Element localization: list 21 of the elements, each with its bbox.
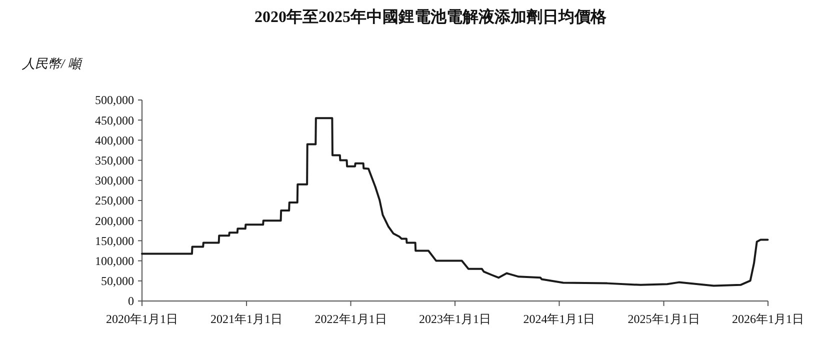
y-tick-label: 450,000 — [95, 113, 134, 128]
y-tick-label: 400,000 — [95, 133, 134, 148]
line-series — [141, 117, 769, 287]
y-tick-label: 250,000 — [95, 194, 134, 208]
y-tick-label: 350,000 — [95, 154, 134, 168]
chart-title: 2020年至2025年中國鋰電池電解液添加劑日均價格 — [254, 8, 608, 26]
x-tick-label: 2025年1月1日 — [628, 312, 700, 326]
x-tick-label: 2026年1月1日 — [732, 312, 804, 326]
y-tick-label: 200,000 — [95, 214, 134, 228]
y-axis-title: 人民幣/ 噸 — [21, 56, 83, 71]
y-tick-label: 500,000 — [95, 93, 134, 108]
y-tick-label: 150,000 — [95, 234, 134, 248]
y-tick-label: 0 — [128, 294, 134, 308]
x-tick-label: 2022年1月1日 — [314, 312, 387, 326]
x-tick-label: 2024年1月1日 — [523, 312, 596, 326]
x-tick-label: 2020年1月1日 — [106, 312, 178, 326]
y-tick-label: 300,000 — [95, 174, 134, 188]
x-tick-label: 2021年1月1日 — [210, 312, 283, 326]
y-tick-label: 50,000 — [101, 274, 134, 288]
x-tick-label: 2023年1月1日 — [419, 312, 491, 326]
y-tick-label: 100,000 — [95, 254, 134, 268]
